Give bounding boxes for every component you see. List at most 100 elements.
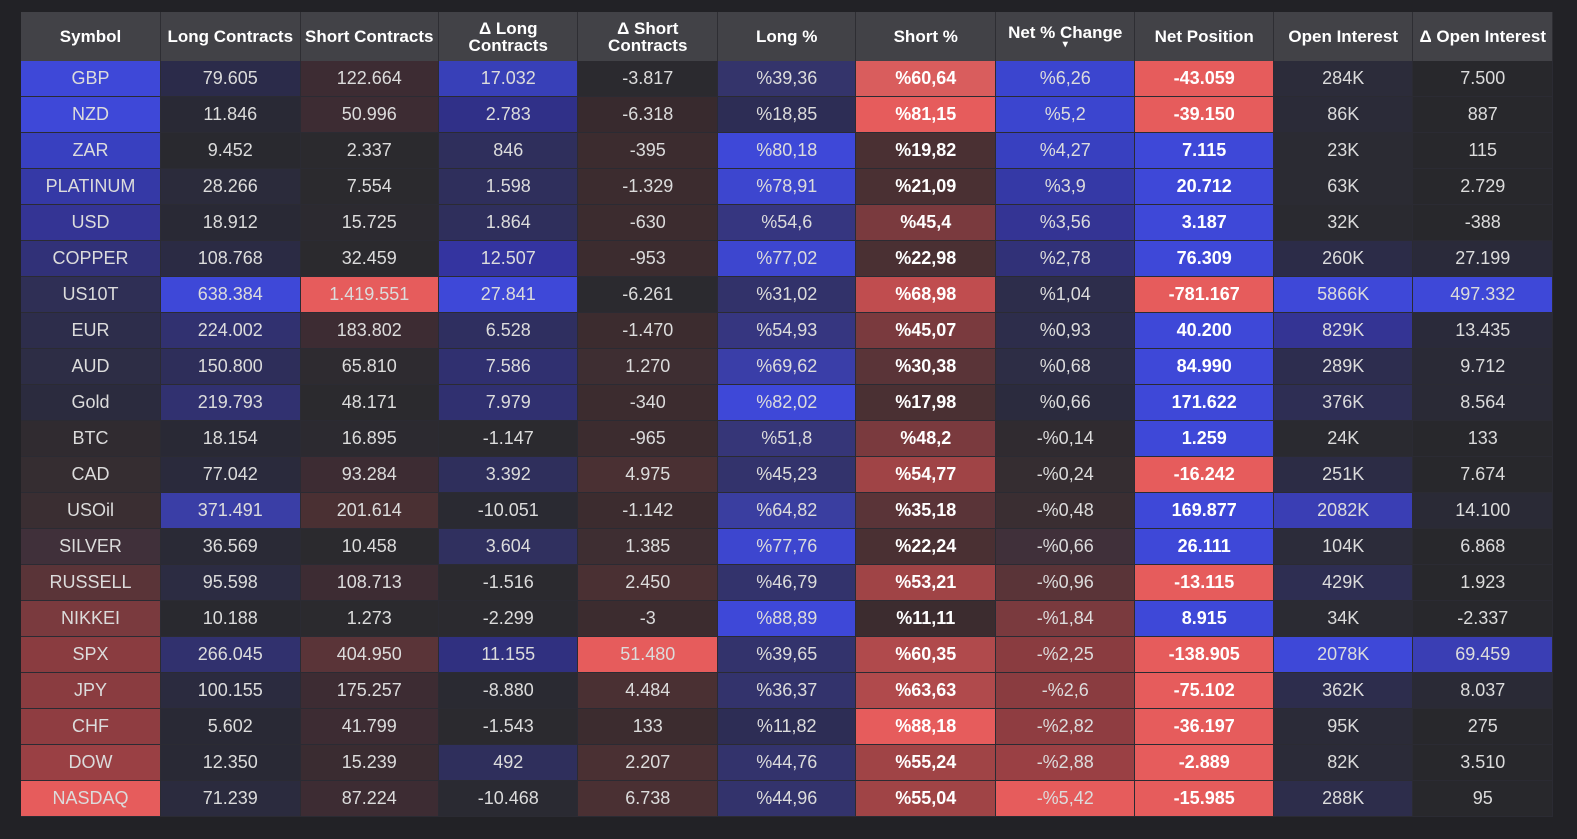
cell-longpct: %18,85	[717, 96, 857, 133]
cell-dshort: 1.385	[577, 528, 718, 565]
table-row[interactable]: US10T 638.384 1.419.551 27.841 -6.261 %31,02%…	[21, 276, 1553, 313]
column-header-short[interactable]: Short Contracts	[300, 12, 439, 61]
table-row[interactable]: PLATINUM 28.266 7.554 1.598 -1.329 %78,91 %21,…	[21, 168, 1553, 205]
cell-netpos: 1.259	[1134, 420, 1274, 457]
column-header-netchg[interactable]: Net % Change ▾	[995, 12, 1136, 61]
cell-dlong: 6.528	[438, 312, 579, 349]
cell-short: 15.725	[300, 204, 439, 241]
cell-dlong: 3.604	[438, 528, 579, 565]
cell-netpos: 171.622	[1134, 384, 1274, 421]
cell-doi: 887	[1412, 96, 1553, 133]
cell-short: 108.713	[300, 564, 439, 601]
table-row[interactable]: BTC 18.154 16.895 -1.147 -965 %51,8 %48,2 -%0,1…	[21, 420, 1553, 457]
table-row[interactable]: SPX 266.045 404.950 11.155 51.480 %39,65 %60,3…	[21, 636, 1553, 673]
cell-netpos: -39.150	[1134, 96, 1274, 133]
cell-oi: 82K	[1273, 744, 1414, 781]
cell-netpos: 169.877	[1134, 492, 1274, 529]
table-row[interactable]: SILVER 36.569 10.458 3.604 1.385 %77,76 %22,24…	[21, 528, 1553, 565]
sort-caret-down-icon[interactable]: ▾	[1062, 39, 1068, 50]
column-header-shortpct[interactable]: Short %	[855, 12, 996, 61]
cell-oi: 23K	[1273, 132, 1414, 169]
column-header-label: Open Interest	[1288, 27, 1398, 46]
table-row[interactable]: CAD 77.042 93.284 3.392 4.975 %45,23 %54,77 -%0…	[21, 456, 1553, 493]
cell-doi: 95	[1412, 780, 1553, 817]
table-row[interactable]: RUSSELL 95.598 108.713 -1.516 2.450 %46,79 %53…	[21, 564, 1553, 601]
cell-dlong: -2.299	[438, 600, 579, 637]
table-row[interactable]: JPY 100.155 175.257 -8.880 4.484 %36,37 %63,63…	[21, 672, 1553, 709]
cell-symbol: USD	[21, 204, 161, 241]
cell-netchg: %0,68	[995, 348, 1136, 385]
column-header-symbol[interactable]: Symbol	[21, 12, 161, 61]
table-row[interactable]: USOil 371.491 201.614 -10.051 -1.142 %64,82 %3…	[21, 492, 1553, 529]
cell-symbol: CHF	[21, 708, 161, 745]
cell-netchg: %1,04	[995, 276, 1136, 313]
table-row[interactable]: CHF 5.602 41.799 -1.543 133 %11,82 %88,18 -%2,8…	[21, 708, 1553, 745]
cell-dlong: 7.586	[438, 348, 579, 385]
cell-longpct: %54,6	[717, 204, 857, 241]
column-header-dlong[interactable]: Δ Long Contracts	[438, 12, 579, 61]
cell-netpos: -43.059	[1134, 61, 1274, 97]
cell-longpct: %77,02	[717, 240, 857, 277]
cell-dlong: 11.155	[438, 636, 579, 673]
table-row[interactable]: DOW 12.350 15.239 492 2.207 %44,76 %55,24 -%2,8…	[21, 744, 1553, 781]
cell-netchg: -%0,66	[995, 528, 1136, 565]
cell-symbol: USOil	[21, 492, 161, 529]
table-row[interactable]: AUD 150.800 65.810 7.586 1.270 %69,62 %30,38 %0…	[21, 348, 1553, 385]
cell-oi: 86K	[1273, 96, 1414, 133]
cell-long: 18.912	[160, 204, 301, 241]
cell-oi: 95K	[1273, 708, 1414, 745]
column-header-label: Δ Long Contracts	[468, 18, 548, 55]
cell-longpct: %44,76	[717, 744, 857, 781]
cell-netpos: 7.115	[1134, 132, 1274, 169]
cell-netpos: -75.102	[1134, 672, 1274, 709]
table-row[interactable]: EUR 224.002 183.802 6.528 -1.470 %54,93 %45,07…	[21, 312, 1553, 349]
cell-dlong: 12.507	[438, 240, 579, 277]
cell-dlong: 7.979	[438, 384, 579, 421]
cell-short: 201.614	[300, 492, 439, 529]
cell-netpos: -15.985	[1134, 780, 1274, 817]
table-row[interactable]: Gold 219.793 48.171 7.979 -340 %82,02 %17,98 %0…	[21, 384, 1553, 421]
cell-doi: 13.435	[1412, 312, 1553, 349]
cell-longpct: %80,18	[717, 132, 857, 169]
table-row[interactable]: USD 18.912 15.725 1.864 -630 %54,6 %45,4 %3,56 3…	[21, 204, 1553, 241]
cell-short: 183.802	[300, 312, 439, 349]
cell-netchg: -%5,42	[995, 780, 1136, 817]
cell-long: 108.768	[160, 240, 301, 277]
table-row[interactable]: NIKKEI 10.188 1.273 -2.299 -3 %88,89 %11,11 -%1…	[21, 600, 1553, 637]
cell-netchg: %0,93	[995, 312, 1136, 349]
column-header-dshort[interactable]: Δ Short Contracts	[577, 12, 718, 61]
cell-dlong: -1.147	[438, 420, 579, 457]
table-row[interactable]: COPPER 108.768 32.459 12.507 -953 %77,02 %22,9…	[21, 240, 1553, 277]
table-row[interactable]: ZAR 9.452 2.337 846 -395 %80,18 %19,82 %4,27 7.1…	[21, 132, 1553, 169]
cell-netpos: 20.712	[1134, 168, 1274, 205]
column-header-netpos[interactable]: Net Position	[1134, 12, 1274, 61]
table-row[interactable]: GBP 79.605 122.664 17.032 -3.817 %39,36 %60,64…	[21, 61, 1553, 97]
column-header-doi[interactable]: Δ Open Interest	[1412, 12, 1553, 61]
cot-positions-table: Symbol Long Contracts Short Contracts Δ Lon…	[21, 12, 1553, 817]
cell-symbol: CAD	[21, 456, 161, 493]
cell-doi: -388	[1412, 204, 1553, 241]
cell-symbol: COPPER	[21, 240, 161, 277]
column-header-oi[interactable]: Open Interest	[1273, 12, 1414, 61]
column-header-longpct[interactable]: Long %	[717, 12, 857, 61]
cell-long: 224.002	[160, 312, 301, 349]
cell-dshort: 6.738	[577, 780, 718, 817]
column-header-label: Long Contracts	[167, 27, 294, 46]
cell-doi: 115	[1412, 132, 1553, 169]
cell-dlong: -1.516	[438, 564, 579, 601]
cell-doi: 7.674	[1412, 456, 1553, 493]
cell-short: 65.810	[300, 348, 439, 385]
cell-shortpct: %30,38	[855, 348, 996, 385]
cell-doi: 8.564	[1412, 384, 1553, 421]
cell-long: 219.793	[160, 384, 301, 421]
cell-oi: 63K	[1273, 168, 1414, 205]
cell-oi: 260K	[1273, 240, 1414, 277]
cell-dshort: -1.142	[577, 492, 718, 529]
cell-shortpct: %55,04	[855, 780, 996, 817]
cell-shortpct: %48,2	[855, 420, 996, 457]
column-header-long[interactable]: Long Contracts	[160, 12, 301, 61]
table-row[interactable]: NASDAQ 71.239 87.224 -10.468 6.738 %44,96 %55,…	[21, 780, 1553, 817]
table-row[interactable]: NZD 11.846 50.996 2.783 -6.318 %18,85 %81,15 %5…	[21, 96, 1553, 133]
cell-netpos: 8.915	[1134, 600, 1274, 637]
cell-symbol: NZD	[21, 96, 161, 133]
